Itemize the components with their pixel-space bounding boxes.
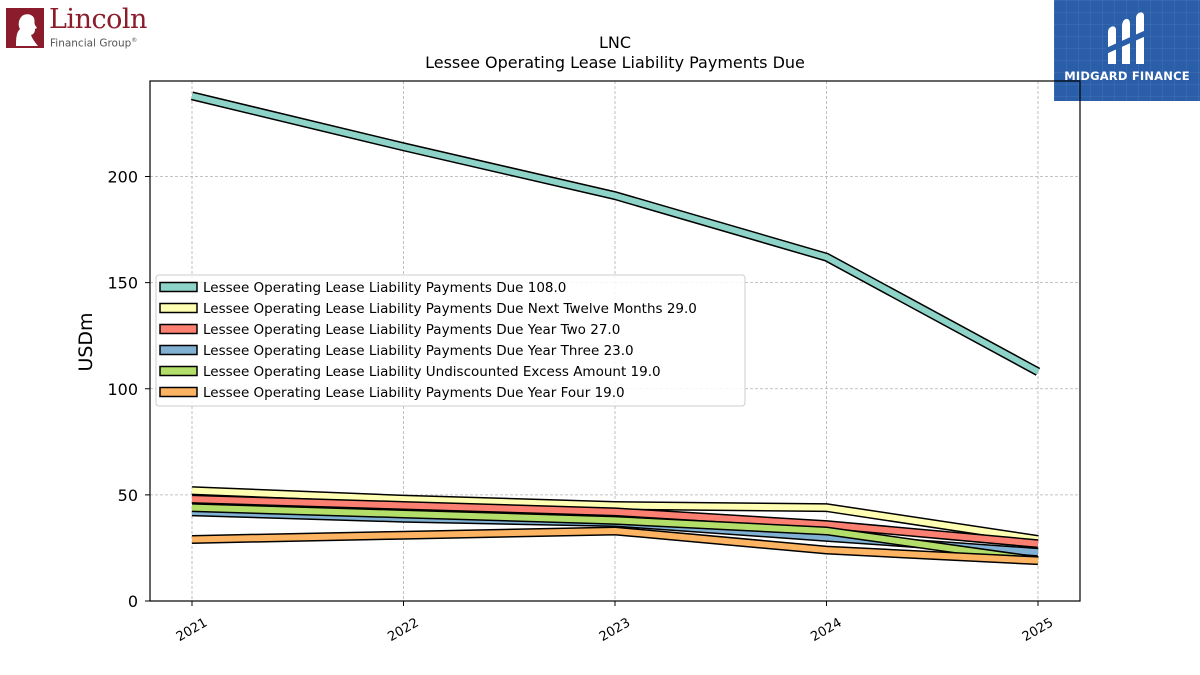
plot-area: 0 50 100 150 200 2021 2022 2023 2024 2025 bbox=[107, 80, 1081, 645]
midgard-emblem-icon bbox=[1106, 12, 1146, 64]
lincoln-subtitle: Financial Group® bbox=[50, 37, 138, 50]
series-line-5 bbox=[191, 504, 1039, 564]
legend-label-3: Lessee Operating Lease Liability Payment… bbox=[203, 322, 620, 338]
legend-box bbox=[155, 274, 746, 407]
midgard-logo: MIDGARD FINANCE bbox=[1054, 0, 1200, 101]
y-tick-label: 100 bbox=[107, 380, 138, 399]
chart-subtitle: Lessee Operating Lease Liability Payment… bbox=[425, 53, 805, 72]
y-tick-label: 0 bbox=[128, 592, 138, 611]
lincoln-wordmark: Lincoln bbox=[49, 4, 147, 35]
x-tick-label: 2022 bbox=[385, 615, 421, 645]
legend-label-6: Lessee Operating Lease Liability Payment… bbox=[203, 385, 625, 401]
chart-legend: Lessee Operating Lease Liability Payment… bbox=[155, 274, 746, 407]
legend-swatch-5 bbox=[159, 365, 198, 377]
y-axis-label: USDm bbox=[75, 312, 97, 371]
chart-title: LNC bbox=[599, 33, 631, 52]
x-tick-label: 2024 bbox=[808, 615, 844, 645]
legend-swatch-1 bbox=[159, 281, 198, 293]
series-line-1 bbox=[191, 92, 1040, 375]
legend-swatch-3 bbox=[159, 323, 198, 335]
legend-swatch-6 bbox=[159, 386, 198, 398]
x-tick-label: 2023 bbox=[597, 615, 633, 645]
legend-swatch-4 bbox=[159, 344, 198, 356]
lincoln-portrait-icon bbox=[6, 8, 44, 48]
midgard-wordmark: MIDGARD FINANCE bbox=[1064, 69, 1190, 83]
legend-label-4: Lessee Operating Lease Liability Payment… bbox=[203, 343, 634, 359]
series-line-3 bbox=[191, 496, 1039, 547]
x-tick-label: 2025 bbox=[1020, 615, 1056, 645]
legend-label-1: Lessee Operating Lease Liability Payment… bbox=[203, 280, 566, 296]
series-line-2 bbox=[191, 487, 1039, 543]
series-line-6 bbox=[191, 527, 1039, 564]
lincoln-logo: Lincoln Financial Group® bbox=[4, 4, 154, 54]
legend-swatch-2 bbox=[159, 302, 198, 314]
legend-label-2: Lessee Operating Lease Liability Payment… bbox=[203, 301, 697, 317]
y-tick-label: 50 bbox=[118, 486, 138, 505]
x-tick-label: 2021 bbox=[174, 615, 210, 645]
legend-label-5: Lessee Operating Lease Liability Undisco… bbox=[203, 364, 661, 380]
y-tick-label: 150 bbox=[107, 274, 138, 293]
y-tick-label: 200 bbox=[107, 168, 138, 187]
